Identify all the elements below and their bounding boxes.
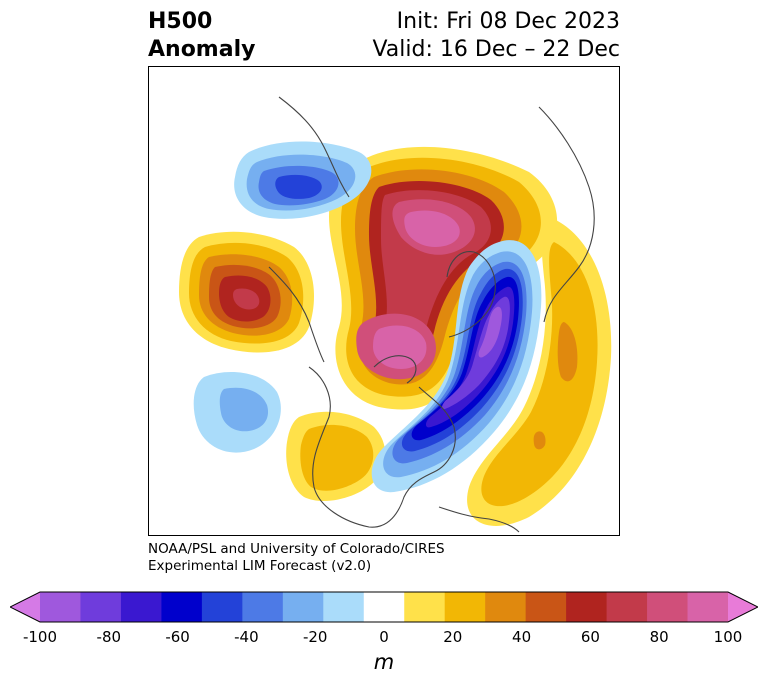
map-svg: [179, 96, 612, 533]
anomaly-atlantic-high-30: [557, 322, 578, 382]
colorbar-cells: [10, 592, 758, 622]
colorbar-cell: [120, 592, 162, 622]
coast-caribbean: [438, 506, 520, 533]
colorbar-extend-high: [728, 592, 758, 622]
colorbar-cell: [282, 592, 324, 622]
colorbar-cell: [201, 592, 243, 622]
valid-range: Valid: 16 Dec – 22 Dec: [372, 37, 620, 62]
title-left: H500 Anomaly: [148, 8, 255, 64]
colorbar-cell: [485, 592, 527, 622]
coast-greenland: [446, 251, 496, 338]
anomaly-westus-high-20: [300, 424, 374, 491]
colorbar-tick-label: -80: [96, 628, 122, 646]
colorbar-tick-label: 60: [580, 628, 600, 646]
colorbar-tick-label: 20: [443, 628, 463, 646]
init-date: Init: Fri 08 Dec 2023: [396, 9, 620, 34]
coastlines: [268, 96, 595, 533]
credit-text: NOAA/PSL and University of Colorado/CIRE…: [148, 541, 445, 575]
positive-anomalies: [179, 146, 612, 526]
credit-line-2: Experimental LIM Forecast (v2.0): [148, 558, 372, 574]
coast-north-america: [308, 366, 456, 528]
anomaly-scandinavia-high-90: [404, 210, 460, 247]
coast-hudson: [373, 355, 417, 384]
negative-anomalies: [193, 141, 542, 493]
anomaly-map: [148, 66, 620, 536]
credit-line-1: NOAA/PSL and University of Colorado/CIRE…: [148, 541, 445, 557]
colorbar-tick-label: -40: [234, 628, 259, 646]
colorbar-cell: [363, 592, 405, 622]
colorbar-tick-label: 0: [379, 628, 389, 646]
colorbar-cell: [647, 592, 689, 622]
colorbar-tick-label: -100: [22, 628, 58, 646]
colorbar-tick-label: -20: [302, 628, 328, 646]
colorbar-cell: [80, 592, 122, 622]
colorbar-cell: [687, 592, 729, 622]
field-name: H500: [148, 9, 213, 34]
colorbar-cell: [566, 592, 608, 622]
colorbar-cell: [40, 592, 81, 622]
colorbar-tick-label: 80: [649, 628, 669, 646]
colorbar-extend-low: [10, 592, 40, 622]
anomaly-cpacific-low-20: [219, 387, 269, 432]
colorbar-cell: [161, 592, 203, 622]
colorbar-cell: [444, 592, 486, 622]
anomaly-trough-core: [478, 306, 502, 358]
anomaly-atlantic-high-20: [481, 242, 598, 507]
colorbar-tick-label: -60: [165, 628, 190, 646]
colorbar-tick-label: 40: [512, 628, 532, 646]
title-right: Init: Fri 08 Dec 2023 Valid: 16 Dec – 22…: [372, 8, 620, 64]
anomaly-atlantic-small-30: [533, 431, 546, 450]
colorbar-cell: [525, 592, 567, 622]
colorbar-tick-label: 100: [713, 628, 743, 646]
colorbar-cell: [242, 592, 284, 622]
colorbar-outline: [10, 591, 758, 623]
anomaly-siberia-low-40: [275, 174, 322, 199]
anomaly-pacific-high-70: [233, 288, 260, 310]
colorbar-cell: [404, 592, 446, 622]
coast-alaska: [268, 266, 325, 363]
coast-asia: [278, 96, 350, 198]
colorbar-cell: [323, 592, 365, 622]
colorbar-unit: m: [373, 650, 395, 674]
coast-europe: [538, 106, 595, 323]
anomaly-label: Anomaly: [148, 37, 256, 62]
colorbar: [10, 591, 758, 623]
colorbar-cell: [606, 592, 648, 622]
